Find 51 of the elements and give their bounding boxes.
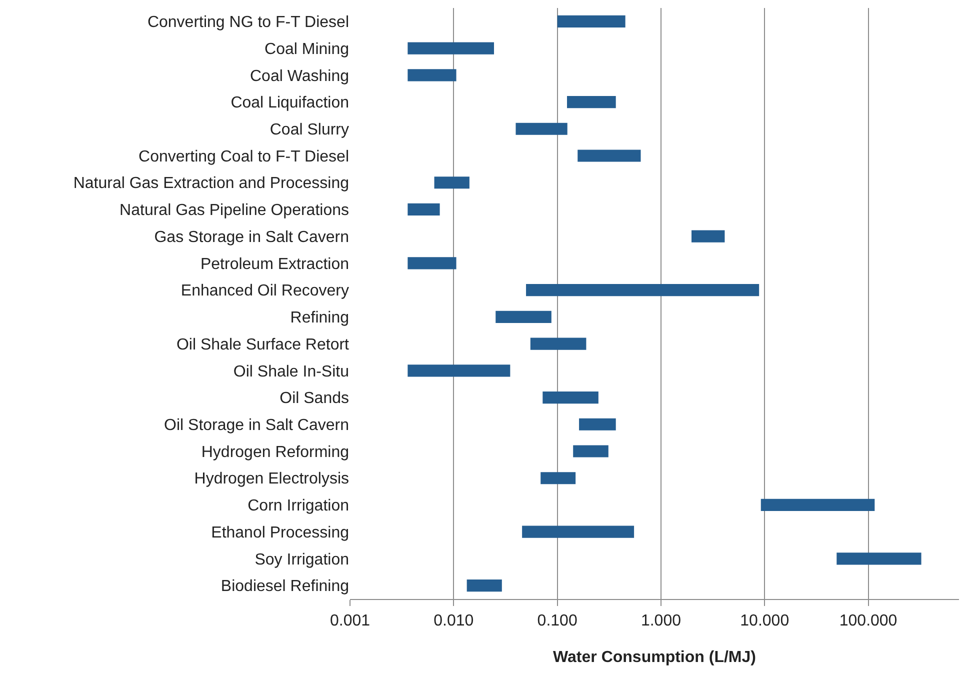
bar — [573, 445, 608, 458]
bar — [466, 580, 502, 592]
bar — [496, 310, 552, 323]
y-tick-label: Enhanced Oil Recovery — [180, 282, 349, 300]
x-tick-label: 0.010 — [434, 612, 474, 630]
bar — [557, 15, 626, 28]
bar — [836, 552, 922, 565]
bar — [540, 472, 576, 484]
y-tick-label: Coal Mining — [264, 40, 349, 58]
bar — [692, 230, 725, 242]
y-tick-label: Oil Shale Surface Retort — [176, 336, 350, 354]
bar — [408, 42, 494, 54]
y-tick-label: Petroleum Extraction — [200, 256, 349, 273]
y-tick-label: Biodiesel Refining — [220, 578, 349, 596]
bar — [567, 96, 616, 108]
x-tick-label: 0.100 — [537, 612, 578, 630]
bar — [408, 203, 440, 216]
bar — [408, 364, 510, 377]
y-tick-label: Oil Shale In-Situ — [233, 363, 349, 380]
bar — [522, 526, 634, 538]
y-tick-label: Coal Washing — [250, 68, 349, 85]
bar — [579, 418, 616, 430]
x-tick-label: 0.001 — [330, 612, 370, 630]
y-tick-label: Natural Gas Pipeline Operations — [120, 202, 349, 220]
y-tick-label: Oil Sands — [280, 390, 349, 408]
x-axis-title: Water Consumption (L/MJ) — [553, 649, 756, 666]
y-tick-label: Soy Irrigation — [254, 551, 349, 568]
y-tick-label: Corn Irrigation — [248, 498, 349, 515]
y-tick-label: Converting NG to F-T Diesel — [147, 14, 349, 32]
y-tick-label: Coal Slurry — [270, 121, 349, 138]
y-tick-label: Gas Storage in Salt Cavern — [154, 228, 349, 246]
bar — [542, 391, 598, 404]
y-tick-label: Coal Liquifaction — [230, 94, 349, 112]
y-tick-label: Ethanol Processing — [211, 524, 349, 542]
y-tick-label: Natural Gas Extraction and Processing — [73, 175, 349, 192]
x-tick-label: 100.000 — [839, 612, 898, 630]
x-tick-label: 10.000 — [740, 612, 790, 630]
y-tick-label: Refining — [290, 310, 349, 327]
bar — [408, 257, 456, 270]
x-tick-label: 1.000 — [640, 612, 682, 630]
y-tick-label: Hydrogen Reforming — [201, 444, 349, 461]
bar — [578, 150, 641, 162]
bar — [408, 69, 456, 82]
y-tick-label: Converting Coal to F-T Diesel — [138, 148, 349, 166]
bar — [516, 122, 568, 135]
bar — [434, 176, 470, 189]
y-tick-label: Oil Storage in Salt Cavern — [164, 416, 349, 434]
bar — [530, 338, 586, 350]
bar — [526, 284, 760, 296]
bar — [760, 498, 875, 512]
y-tick-label: Hydrogen Electrolysis — [194, 470, 349, 488]
